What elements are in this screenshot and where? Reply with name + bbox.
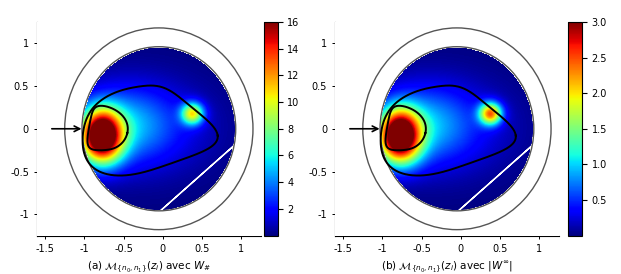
X-axis label: (b) $\mathcal{M}_{\{n_0,n_1\}}(z_i)$ avec $|W^\infty|$: (b) $\mathcal{M}_{\{n_0,n_1\}}(z_i)$ ave…	[381, 259, 513, 274]
Polygon shape	[65, 28, 253, 230]
Polygon shape	[0, 0, 555, 274]
Polygon shape	[69, 0, 621, 274]
Polygon shape	[363, 28, 551, 230]
X-axis label: (a) $\mathcal{M}_{\{n_0,n_1\}}(z_i)$ avec $W_\#$: (a) $\mathcal{M}_{\{n_0,n_1\}}(z_i)$ ave…	[87, 259, 211, 274]
